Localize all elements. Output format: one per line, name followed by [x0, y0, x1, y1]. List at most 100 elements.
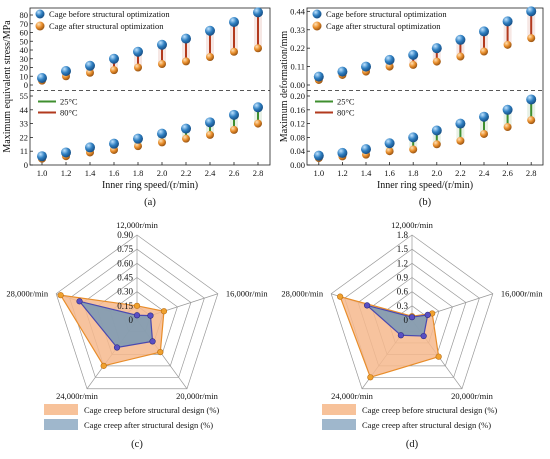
- chart-d: 0 0.3 0.6 0.9 1.2 1.5 1.812,000r/min 16,000r/mi…: [281, 220, 543, 450]
- point-before-upper: [133, 46, 143, 57]
- legend-label-25: 25°C: [60, 97, 78, 107]
- point-before-lower: [253, 102, 263, 113]
- point-before-upper: [253, 7, 263, 18]
- y-tick-label-lower: 0: [24, 160, 28, 170]
- point-after-upper: [385, 62, 394, 71]
- point-after-upper: [480, 47, 488, 56]
- y-tick-label-lower: 0.00: [290, 160, 305, 170]
- point-before-upper: [526, 6, 537, 17]
- y-tick-label-upper: 0.33: [290, 25, 305, 35]
- caption: (b): [419, 197, 432, 208]
- legend-label-before: Cage creep before structural design (%): [84, 405, 219, 415]
- caption: (d): [406, 439, 419, 450]
- y-tick-label-lower: 33: [20, 119, 29, 129]
- radial-tick-label: 1.5: [397, 244, 409, 254]
- x-tick-label: 1.6: [384, 168, 395, 178]
- point-before-lower: [408, 132, 419, 143]
- x-tick-label: 1.4: [361, 168, 372, 178]
- point-after-upper: [432, 57, 441, 66]
- y-tick-label-lower: 0.16: [290, 105, 305, 115]
- point-before-upper: [313, 71, 324, 82]
- radar-point-before: [133, 302, 141, 309]
- radial-tick-label: 0: [129, 315, 134, 325]
- radar-axis-label: 16,000r/min: [501, 289, 544, 299]
- y-tick-label-upper: 20: [20, 63, 29, 73]
- point-before-lower: [479, 111, 489, 122]
- legend-label-after: Cage after structural optimization: [49, 21, 164, 31]
- y-tick-label-upper: 0.22: [290, 43, 305, 53]
- point-before-lower: [229, 109, 239, 120]
- point-after-lower: [158, 138, 166, 147]
- y-axis-label: Maximum deformation/mm: [279, 31, 290, 143]
- point-after-lower: [456, 136, 465, 145]
- radial-tick-label: 1.2: [397, 258, 408, 268]
- point-before-lower: [431, 125, 442, 136]
- radar-axis-label: 20,000r/min: [176, 391, 219, 401]
- point-before-upper: [37, 73, 47, 83]
- legend-label-before: Cage creep before structural design (%): [362, 405, 497, 415]
- x-tick-label: 1.8: [408, 168, 419, 178]
- radar-axis-label: 24,000r/min: [56, 391, 99, 401]
- y-tick-label-lower: 22: [20, 132, 29, 142]
- y-tick-label-lower: 0.20: [290, 91, 305, 101]
- radar-point-after: [424, 311, 431, 318]
- point-after-lower: [527, 116, 536, 125]
- point-before-lower: [384, 138, 395, 149]
- radar-point-before: [160, 308, 168, 315]
- radial-tick-label: 0.15: [117, 301, 133, 311]
- radial-tick-label: 0.6: [397, 287, 409, 297]
- radar-point-after: [113, 344, 121, 351]
- y-tick-label-upper: 40: [20, 45, 29, 55]
- radar-ring: [82, 262, 192, 367]
- point-before-upper: [181, 33, 191, 44]
- point-after-upper: [456, 52, 465, 61]
- radar-point-after: [420, 332, 427, 340]
- y-tick-label-upper: 80: [20, 10, 29, 20]
- radar-axis-label: 28,000r/min: [281, 289, 324, 299]
- point-after-upper: [86, 68, 94, 77]
- radial-tick-label: 0.45: [117, 273, 133, 283]
- legend-label-before: Cage before structural optimization: [49, 9, 170, 19]
- point-before-upper: [85, 60, 95, 71]
- x-tick-label: 1.0: [37, 168, 48, 178]
- point-after-upper: [503, 40, 512, 49]
- legend-label-after: Cage after structural optimization: [326, 21, 441, 31]
- point-before-upper: [361, 61, 371, 72]
- point-before-upper: [205, 25, 215, 36]
- y-tick-label-upper: 50: [20, 36, 29, 46]
- radial-tick-label: 0.9: [397, 273, 409, 283]
- radar-point-before: [367, 374, 374, 381]
- legend-label-80: 80°C: [337, 108, 355, 118]
- point-before-upper: [61, 66, 71, 76]
- radar-axis-label: 12,000r/min: [391, 220, 434, 230]
- point-after-upper: [206, 53, 214, 61]
- point-before-lower: [502, 104, 513, 115]
- x-tick-label: 1.8: [133, 168, 144, 178]
- point-after-upper: [182, 57, 190, 66]
- point-after-upper: [409, 60, 418, 69]
- legend-marker-before: [312, 9, 322, 19]
- radar-axis-label: 28,000r/min: [6, 289, 49, 299]
- x-tick-label: 1.0: [313, 168, 324, 178]
- legend-label-before: Cage before structural optimization: [326, 9, 447, 19]
- legend-label-25: 25°C: [337, 97, 355, 107]
- plot-frame: [306, 7, 544, 166]
- y-tick-label-upper: 0.44: [290, 6, 306, 16]
- x-tick-label: 2.0: [431, 168, 442, 178]
- legend-swatch-after: [322, 419, 356, 430]
- y-tick-label-lower: 0.12: [290, 119, 305, 129]
- point-after-upper: [134, 63, 142, 72]
- x-tick-label: 2.6: [229, 168, 240, 178]
- radar-axis-label: 20,000r/min: [451, 391, 494, 401]
- point-after-upper: [158, 60, 166, 68]
- radar-point-after: [76, 298, 83, 305]
- y-tick-label-lower: 55: [20, 91, 29, 101]
- point-before-lower: [109, 138, 119, 149]
- point-before-upper: [109, 53, 119, 64]
- legend-marker-after: [312, 21, 322, 31]
- x-tick-label: 2.4: [479, 168, 490, 178]
- radial-tick-label: 0.30: [117, 287, 133, 297]
- point-before-upper: [502, 16, 513, 27]
